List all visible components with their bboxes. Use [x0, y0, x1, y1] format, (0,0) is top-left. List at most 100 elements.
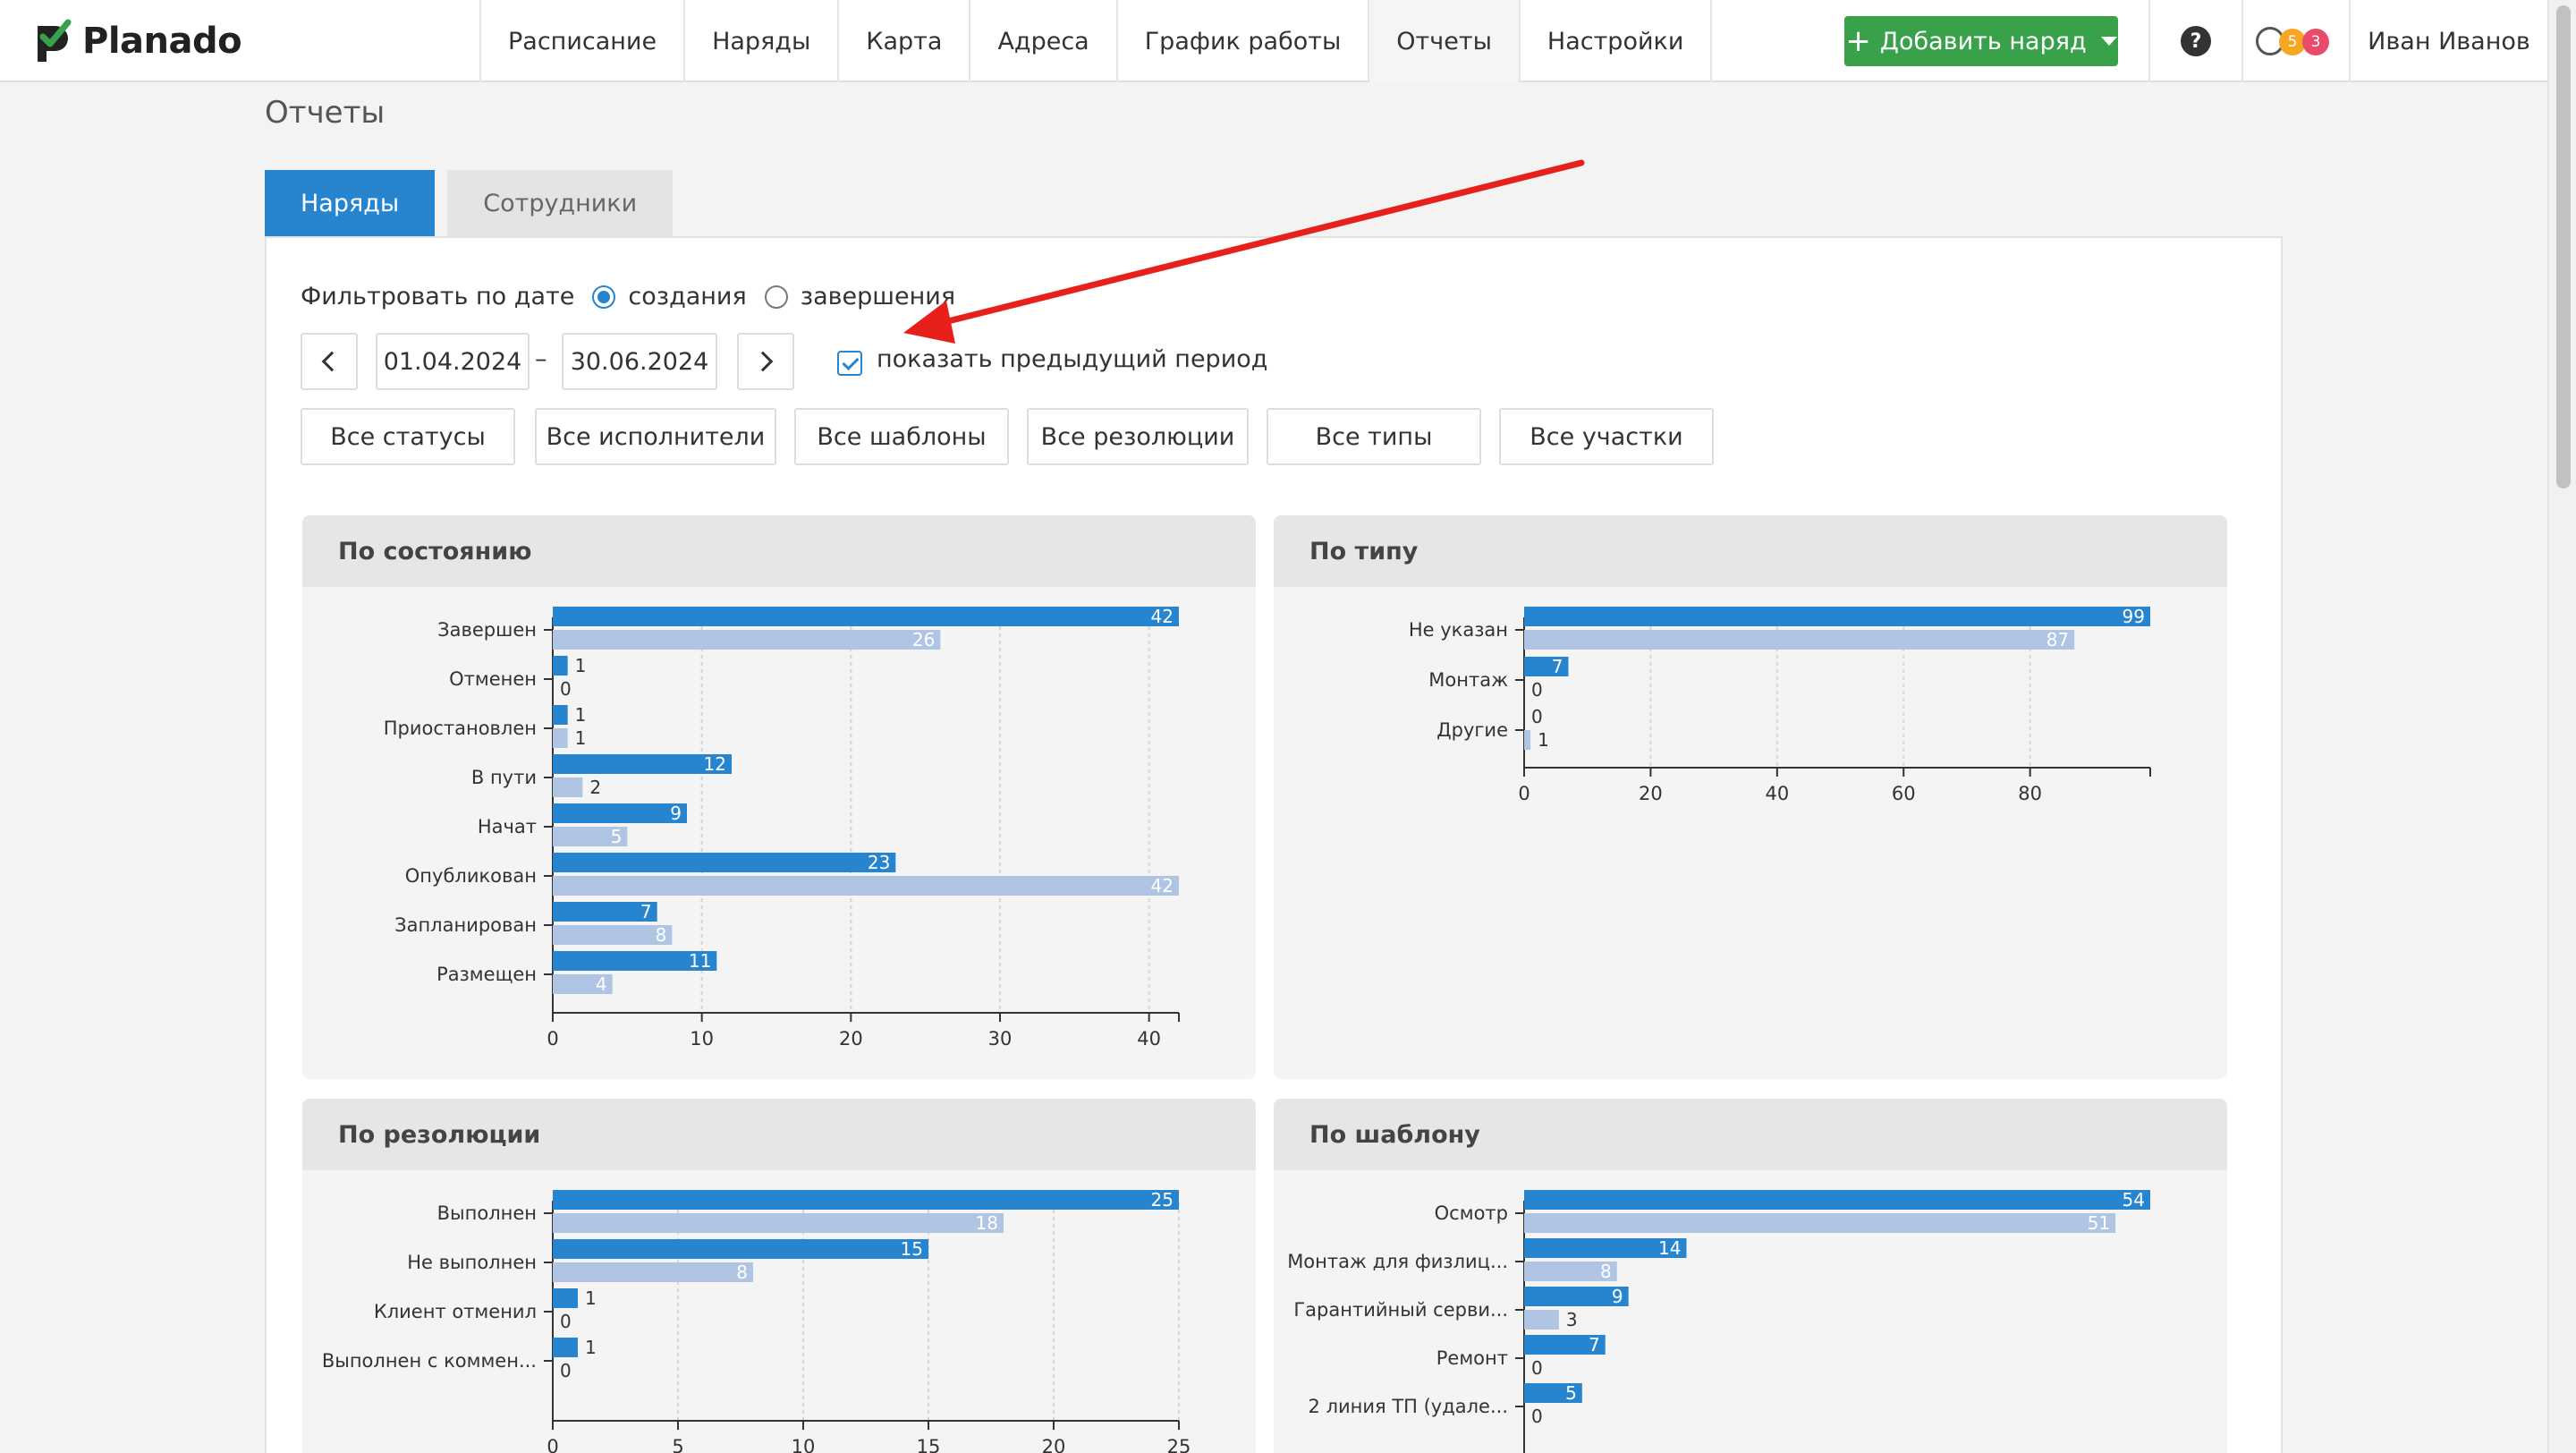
chart-title-status: По состоянию	[302, 515, 1256, 587]
tab-employees[interactable]: Сотрудники	[447, 170, 674, 236]
bar-current	[553, 705, 568, 725]
show-previous-checkbox[interactable]	[837, 351, 862, 376]
data-label: 7	[1552, 656, 1563, 677]
bar-current	[1524, 1287, 1629, 1306]
bar-current	[1524, 1383, 1582, 1403]
bar-previous	[1524, 1310, 1559, 1330]
category-label: Завершен	[437, 619, 537, 641]
x-tick-label: 30	[988, 1028, 1013, 1049]
data-label: 54	[2123, 1189, 2145, 1211]
radio-completed[interactable]	[764, 285, 788, 309]
nav-item-work-schedule[interactable]: График работы	[1118, 0, 1370, 82]
data-label: 8	[656, 924, 667, 946]
category-label: Выполнен с коммен...	[322, 1350, 537, 1372]
bar-current	[553, 902, 657, 922]
tab-jobs[interactable]: Наряды	[265, 170, 436, 236]
radio-created[interactable]	[592, 285, 616, 309]
date-to-input[interactable]: 30.06.2024	[562, 333, 717, 390]
counter-badge-red: 3	[2302, 29, 2329, 55]
data-label: 1	[575, 704, 587, 726]
logo-check-icon	[38, 19, 72, 62]
bar-current	[553, 951, 717, 971]
category-label: Гарантийный серви...	[1293, 1299, 1508, 1321]
category-label: Не выполнен	[407, 1252, 537, 1273]
bar-current	[553, 1190, 1179, 1210]
category-label: Начат	[478, 816, 537, 837]
category-label: Отменен	[449, 668, 537, 690]
bar-previous	[553, 1213, 1004, 1233]
bar-previous	[553, 876, 1179, 896]
filter-templates-button[interactable]: Все шаблоны	[794, 408, 1009, 465]
data-label: 1	[575, 727, 587, 749]
bar-current	[1524, 1238, 1687, 1258]
nav-item-addresses[interactable]: Адреса	[970, 0, 1118, 82]
bar-current	[1524, 607, 2150, 626]
next-period-button[interactable]	[737, 333, 794, 390]
x-tick-label: 60	[1892, 783, 1916, 804]
data-label: 25	[1151, 1189, 1174, 1211]
data-label: 26	[912, 629, 935, 650]
x-tick-label: 10	[690, 1028, 714, 1049]
category-label: Выполнен	[437, 1202, 537, 1224]
scrollbar-thumb[interactable]	[2556, 5, 2571, 489]
x-tick-label: 40	[1137, 1028, 1161, 1049]
help-icon[interactable]: ?	[2181, 26, 2211, 56]
chart-template-svg: Осмотр 54 51 Монтаж для физлиц... 14 8 Гаранти…	[1287, 1189, 2150, 1453]
page-title: Отчеты	[265, 95, 386, 131]
page-scrollbar[interactable]	[2547, 0, 2576, 1453]
nav-item-jobs[interactable]: Наряды	[685, 0, 840, 82]
data-label: 0	[560, 678, 572, 700]
filter-executors-button[interactable]: Все исполнители	[535, 408, 776, 465]
data-label: 14	[1658, 1237, 1681, 1259]
radio-created-label[interactable]: создания	[628, 283, 747, 310]
show-previous-label[interactable]: показать предыдущий период	[877, 345, 1268, 373]
data-label: 0	[560, 1360, 572, 1381]
x-tick-label: 80	[2018, 783, 2042, 804]
help-cell: ?	[2148, 0, 2241, 82]
nav-item-map[interactable]: Карта	[839, 0, 971, 82]
filter-statuses-button[interactable]: Все статусы	[301, 408, 515, 465]
counter-badge-orange: 5	[2279, 29, 2306, 55]
bar-current	[553, 1239, 928, 1259]
bar-current	[553, 607, 1179, 626]
notifications-cell[interactable]: 5 3	[2241, 0, 2349, 82]
nav-item-schedule[interactable]: Расписание	[481, 0, 686, 82]
nav-item-settings[interactable]: Настройки	[1521, 0, 1713, 82]
x-tick-label: 0	[547, 1028, 558, 1049]
planado-logo[interactable]: Planado	[32, 14, 242, 68]
data-label: 18	[976, 1212, 998, 1234]
date-from-input[interactable]: 01.04.2024	[376, 333, 530, 390]
category-label: Ремонт	[1436, 1347, 1508, 1369]
filter-types-button[interactable]: Все типы	[1267, 408, 1481, 465]
bar-previous	[553, 974, 613, 994]
category-label: Монтаж	[1428, 669, 1508, 691]
bar-previous	[553, 925, 673, 945]
bar-current	[1524, 1335, 1606, 1355]
x-tick-label: 20	[1042, 1436, 1066, 1453]
x-tick-label: 40	[1765, 783, 1789, 804]
category-label: Запланирован	[394, 914, 537, 936]
bar-previous	[1524, 730, 1531, 750]
data-label: 7	[1589, 1334, 1600, 1355]
data-label: 15	[901, 1238, 923, 1260]
data-label: 1	[575, 655, 587, 676]
filter-areas-button[interactable]: Все участки	[1499, 408, 1714, 465]
nav-item-reports[interactable]: Отчеты	[1369, 0, 1521, 82]
category-label: 2 линия ТП (удале...	[1309, 1396, 1508, 1417]
main-nav: Расписание Наряды Карта Адреса График ра…	[479, 0, 1713, 82]
filter-resolutions-button[interactable]: Все резолюции	[1027, 408, 1249, 465]
bar-current	[553, 853, 896, 872]
data-label: 0	[1531, 706, 1543, 727]
prev-period-button[interactable]	[301, 333, 358, 390]
user-menu[interactable]: Иван Иванов	[2349, 0, 2547, 82]
add-job-label: Добавить наряд	[1879, 27, 2087, 55]
data-label: 42	[1151, 606, 1174, 627]
radio-completed-label[interactable]: завершения	[800, 283, 956, 310]
chart-card-status: По состоянию Завершен 42 26 Отменен 1 0 Приост…	[302, 515, 1256, 1079]
add-job-button[interactable]: + Добавить наряд	[1844, 16, 2118, 66]
